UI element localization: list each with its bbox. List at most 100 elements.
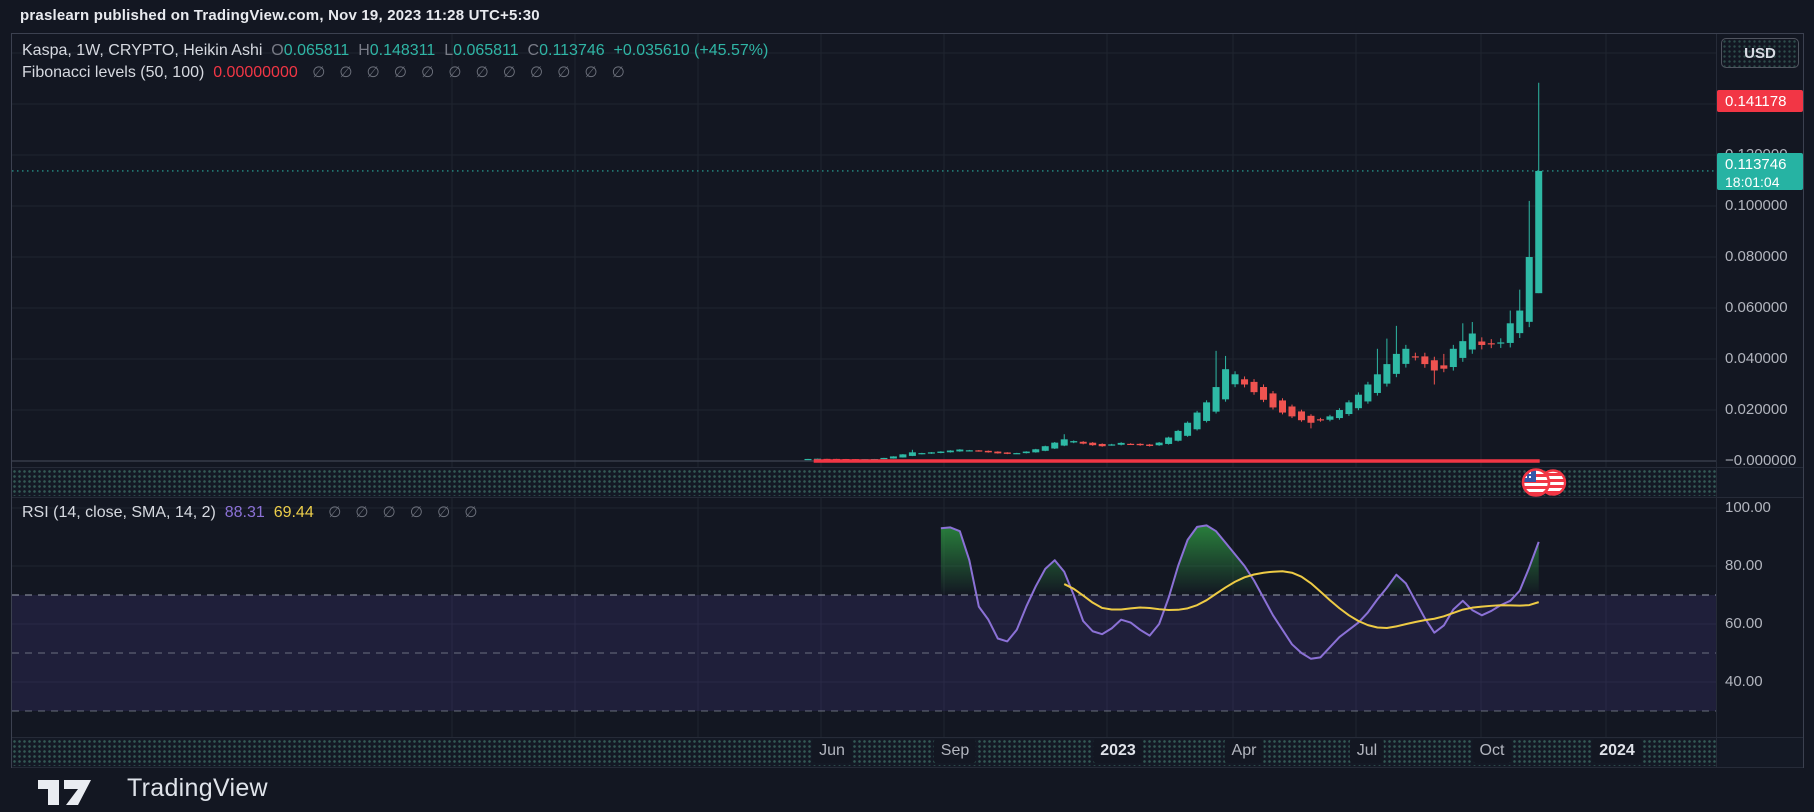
rsi-value: 88.31 (224, 504, 265, 521)
candle-body (1098, 443, 1106, 447)
candle-body (1127, 443, 1135, 446)
rsi-title: RSI (14, close, SMA, 14, 2) (22, 504, 216, 521)
time-tick-label: 2024 (1592, 739, 1642, 763)
low-label: L (444, 42, 454, 59)
candle-body (1003, 452, 1011, 454)
tradingview-brand-text[interactable]: TradingView (127, 774, 268, 802)
time-tick-label: Sep (933, 739, 977, 763)
candle-body (937, 451, 945, 453)
candle-body (1051, 442, 1059, 449)
price-tick-label: 0.100000 (1725, 197, 1788, 214)
candle-body (1440, 365, 1448, 369)
candle-body (908, 452, 916, 456)
us-flag-event-marker-icon[interactable] (1512, 467, 1582, 498)
rsi-overbought-fill (940, 527, 977, 595)
publish-text: praslearn published on TradingView.com, … (20, 7, 540, 24)
candle-body (889, 456, 897, 459)
candle-body (1354, 394, 1362, 409)
rsi-overbought-fill (1380, 574, 1413, 595)
close-label: C (527, 42, 540, 59)
candle-body (1136, 443, 1144, 446)
tradingview-logo-icon[interactable] (38, 776, 138, 810)
candle-body (804, 458, 812, 461)
candle-body (1184, 422, 1192, 436)
candle-body (1241, 379, 1249, 385)
rsi-legend: RSI (14, close, SMA, 14, 2) 88.31 69.44 … (22, 503, 477, 522)
high-value: 0.148311 (369, 42, 436, 59)
open-label: O (271, 42, 284, 59)
price-pane[interactable] (12, 34, 1716, 467)
candle-body (1108, 444, 1116, 446)
candle-body (1060, 439, 1068, 446)
fibonacci-legend: Fibonacci levels (50, 100) 0.00000000 ∅ … (22, 63, 625, 82)
pane-separator[interactable] (12, 467, 1803, 498)
candle-body (1288, 406, 1296, 417)
fib-high-price-badge: 0.141178 (1717, 89, 1803, 112)
time-tick-label: Jun (812, 739, 852, 763)
candle-body (1146, 444, 1154, 446)
candle-body (1260, 387, 1268, 400)
candle-body (975, 450, 983, 452)
candle-body (1117, 442, 1125, 445)
candle-body (946, 450, 954, 453)
currency-toggle-button[interactable]: USD (1721, 38, 1799, 68)
rsi-overbought-fill (1515, 541, 1539, 595)
candle-body (1506, 323, 1514, 343)
candle-body (1269, 393, 1277, 408)
price-tick-label: −0.000000 (1725, 452, 1797, 469)
candle-body (1478, 341, 1486, 345)
candle-body (1022, 451, 1030, 454)
rsi-empty-values: ∅ ∅ ∅ ∅ ∅ ∅ (328, 504, 478, 521)
high-label: H (358, 42, 370, 59)
fib-empty-values: ∅ ∅ ∅ ∅ ∅ ∅ ∅ ∅ ∅ ∅ ∅ ∅ (312, 64, 625, 81)
candle-body (1525, 257, 1533, 322)
candle-body (1402, 348, 1410, 364)
rsi-tick-label: 100.00 (1725, 499, 1771, 516)
change-value: +0.035610 (+45.57%) (613, 42, 769, 59)
candle-body (1165, 437, 1173, 444)
price-tick-label: 0.060000 (1725, 299, 1788, 316)
candle-body (1373, 374, 1381, 393)
fib-high-price-value: 0.141178 (1725, 92, 1787, 110)
candle-body (1279, 400, 1286, 413)
candle-body (1497, 342, 1505, 344)
candle-body (1316, 419, 1324, 421)
time-tick-label: Oct (1472, 739, 1512, 763)
candle-body (1070, 441, 1078, 443)
candle-body (899, 454, 907, 458)
candle-body (1203, 402, 1211, 421)
candle-body (1307, 415, 1315, 423)
time-tick-label: Apr (1224, 739, 1264, 763)
time-axis-hatch (12, 739, 1716, 766)
fib-title: Fibonacci levels (50, 100) (22, 64, 205, 81)
candle-body (1174, 430, 1182, 441)
candle-body (1430, 360, 1438, 371)
candle-body (1231, 374, 1239, 385)
candle-body (1459, 341, 1467, 358)
low-value: 0.065811 (453, 42, 519, 59)
footer: TradingView (0, 768, 1814, 812)
time-axis[interactable] (12, 737, 1803, 768)
candle-body (1032, 449, 1040, 453)
candle-body (1516, 310, 1524, 334)
candle-body (1364, 384, 1372, 402)
symbol-legend: Kaspa, 1W, CRYPTO, Heikin Ashi O0.065811… (22, 42, 768, 60)
candle-body (1250, 381, 1258, 393)
rsi-line (940, 524, 1540, 660)
candle-body (1535, 170, 1543, 294)
open-value: 0.065811 (283, 42, 350, 59)
rsi-ma-line (1063, 570, 1540, 630)
fib-value: 0.00000000 (213, 64, 298, 81)
candle-body (1468, 333, 1476, 350)
rsi-ma-value: 69.44 (273, 504, 314, 521)
candle-body (1222, 369, 1230, 400)
candle-body (994, 451, 1002, 454)
price-scale[interactable]: USD 0.1200000.1000000.0800000.0600000.04… (1716, 34, 1804, 767)
price-tick-label: 0.040000 (1725, 350, 1788, 367)
candle-body (1392, 353, 1400, 374)
candle-body (1411, 356, 1419, 358)
rsi-pane[interactable] (12, 498, 1716, 738)
candle-body (1041, 446, 1049, 451)
publish-bar: praslearn published on TradingView.com, … (0, 0, 1814, 33)
candle-body (1193, 412, 1201, 430)
